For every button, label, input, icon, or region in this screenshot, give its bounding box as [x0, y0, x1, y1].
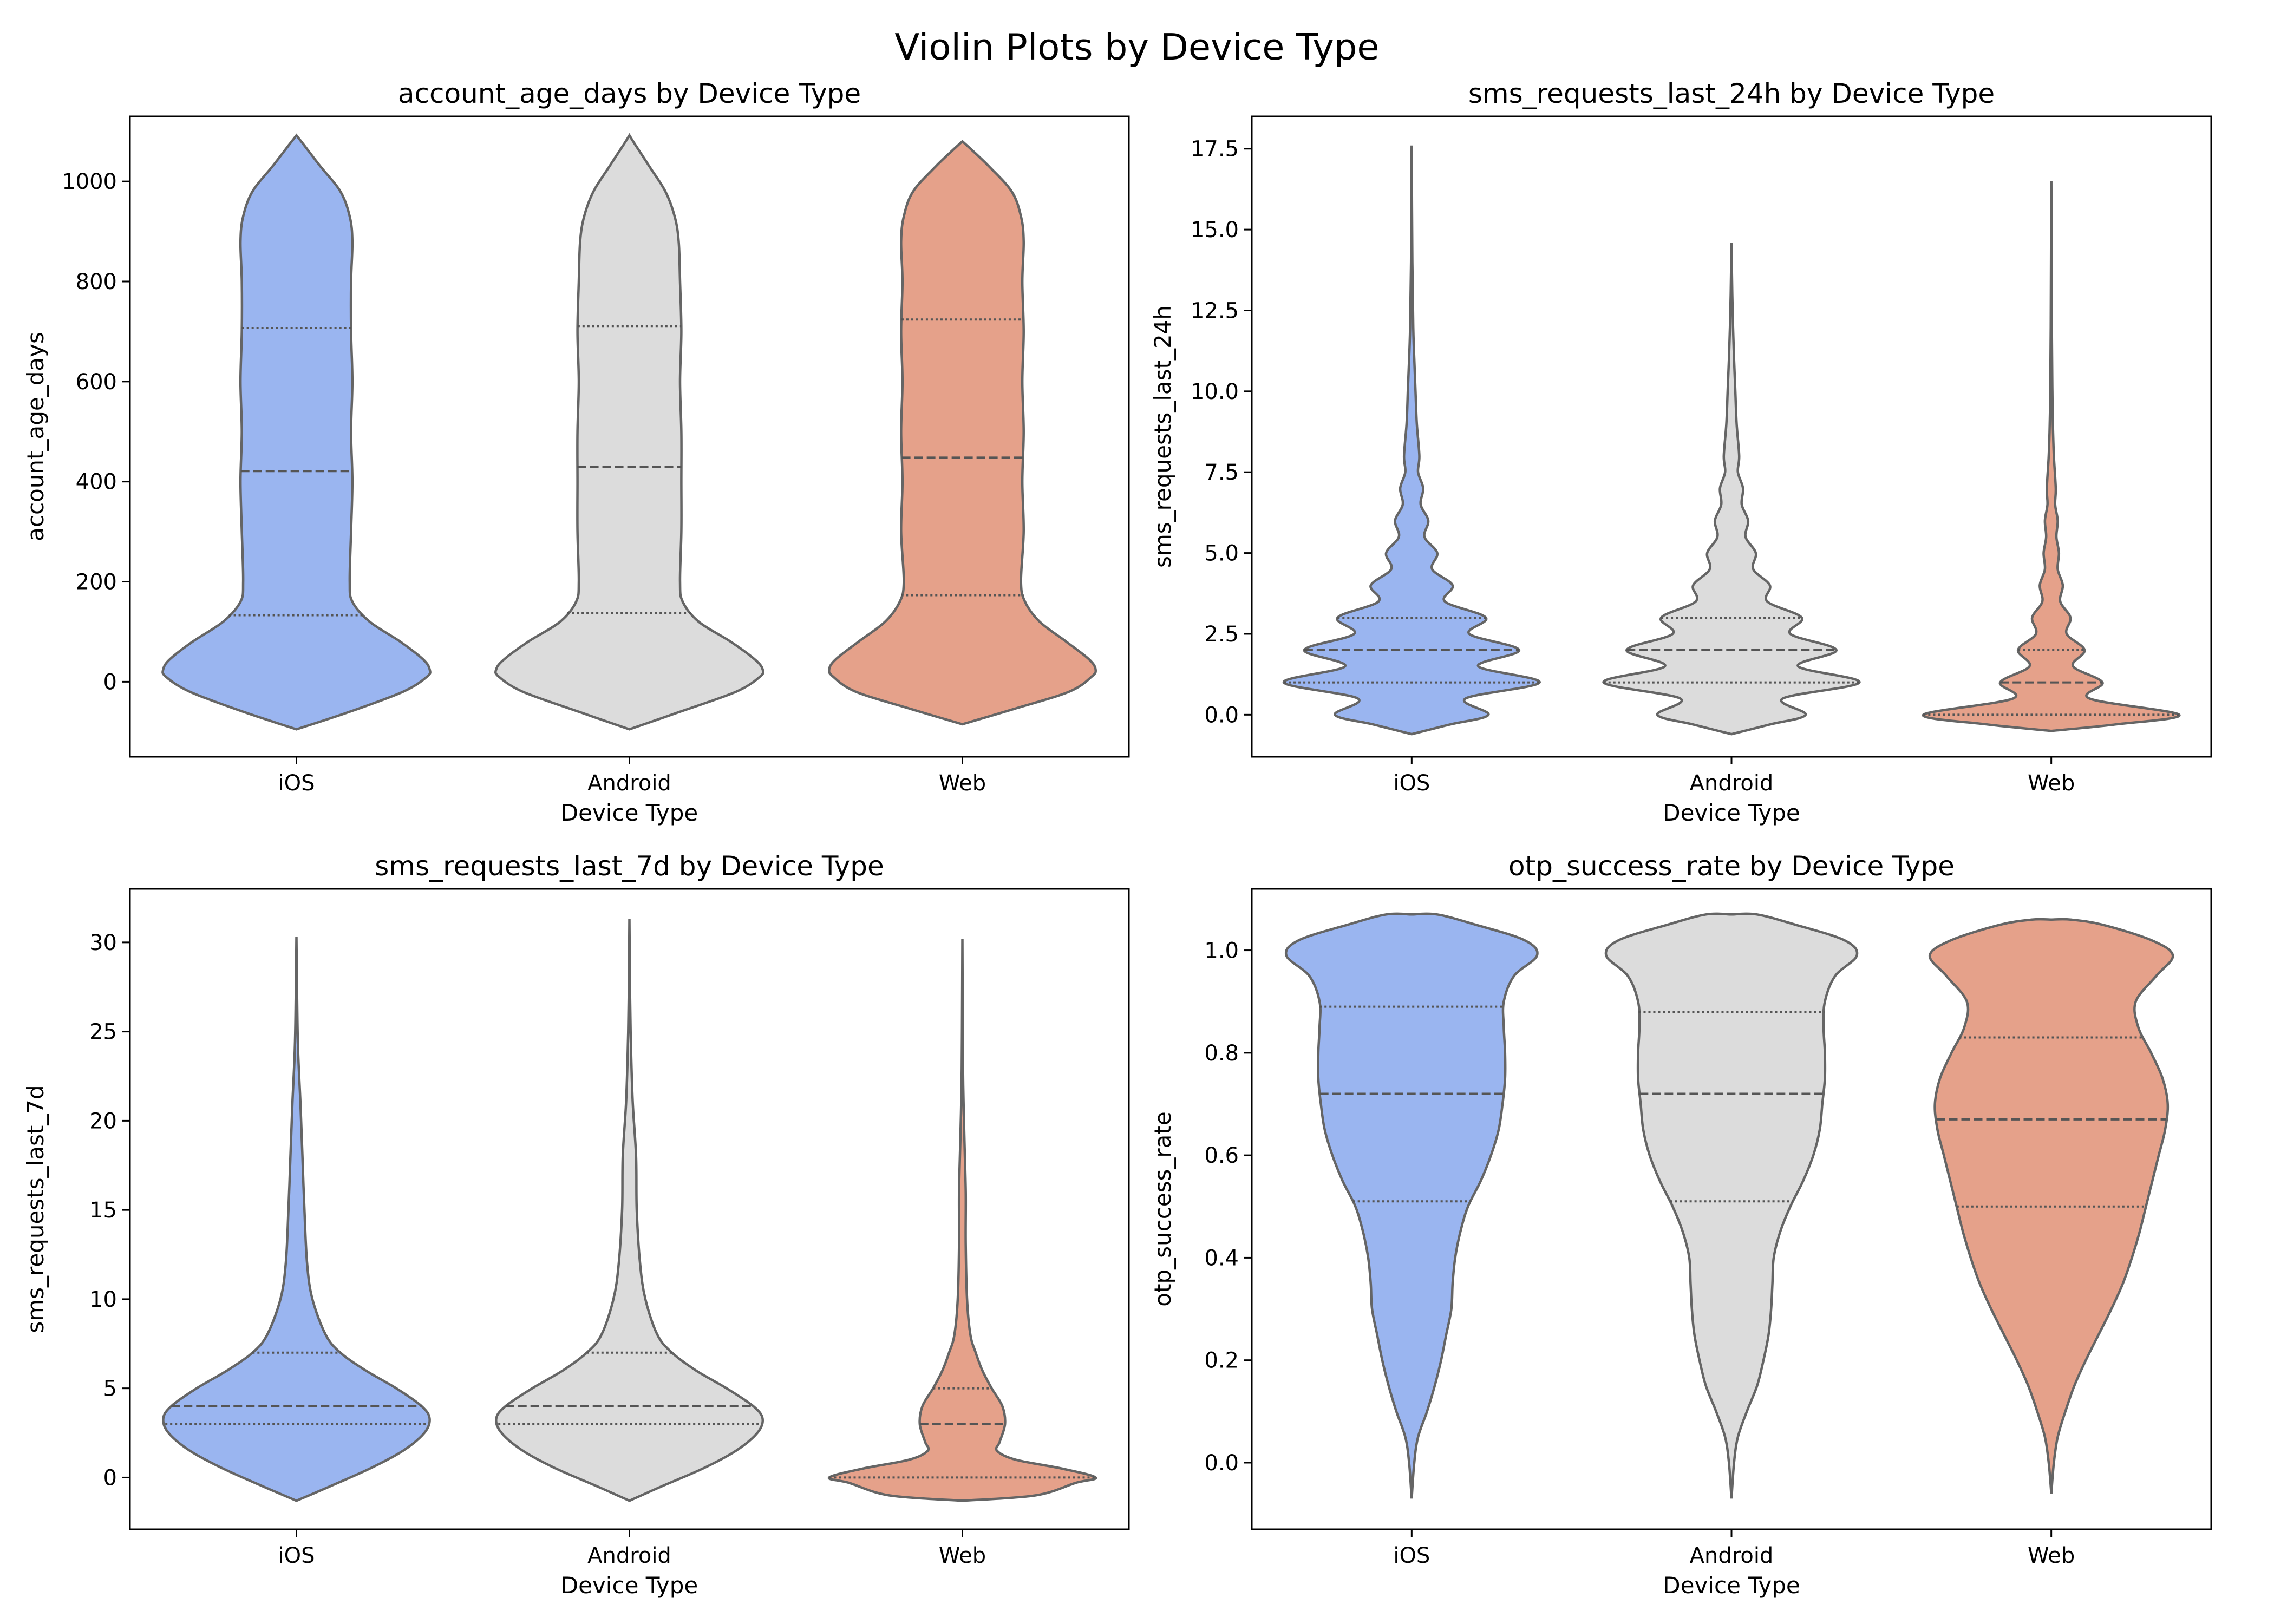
chart-panel: sms_requests_last_24h by Device Type 0.0 2… — [1149, 78, 2212, 826]
y-tick-label: 20 — [89, 1109, 117, 1134]
y-tick-label: 0.8 — [1204, 1041, 1239, 1066]
x-tick-label: iOS — [278, 1543, 315, 1568]
x-tick-label: Android — [587, 1543, 671, 1568]
violin-android — [1604, 912, 1859, 1499]
x-tick-label: Web — [939, 1543, 986, 1568]
y-tick-label: 0 — [103, 1465, 117, 1490]
y-tick-label: 0.2 — [1204, 1348, 1239, 1373]
y-tick-label: 30 — [89, 931, 117, 955]
y-axis-label: account_age_days — [22, 332, 49, 541]
x-tick-label: iOS — [1393, 1543, 1430, 1568]
y-tick-label: 0.0 — [1204, 1451, 1239, 1476]
y-tick-label: 1.0 — [1204, 939, 1239, 964]
x-axis-label: Device Type — [1663, 800, 1800, 826]
violin-ios — [1282, 145, 1541, 736]
y-tick-label: 15 — [89, 1198, 117, 1223]
y-tick-label: 12.5 — [1191, 298, 1239, 323]
x-axis-label: Device Type — [1663, 1572, 1800, 1599]
chart-panel: otp_success_rate by Device Type 0.0 0.2 0.4… — [1149, 850, 2212, 1599]
y-tick-label: 5.0 — [1204, 541, 1239, 566]
y-axis-label: sms_requests_last_7d — [22, 1085, 49, 1333]
x-tick-label: Android — [1690, 1543, 1774, 1568]
y-tick-label: 200 — [76, 570, 117, 595]
y-axis-label: sms_requests_last_24h — [1149, 305, 1176, 568]
y-tick-label: 10 — [89, 1287, 117, 1312]
x-axis-label: Device Type — [561, 1572, 698, 1599]
violin-android — [1602, 242, 1861, 736]
y-tick-label: 400 — [76, 470, 117, 495]
x-tick-label: iOS — [1393, 771, 1430, 796]
panel-title: account_age_days by Device Type — [398, 78, 861, 109]
x-tick-label: Web — [2028, 771, 2075, 796]
violin-ios — [1284, 912, 1539, 1499]
x-tick-label: iOS — [278, 771, 315, 796]
violin-web — [827, 140, 1097, 726]
y-axis-label: otp_success_rate — [1149, 1111, 1176, 1306]
y-tick-label: 600 — [76, 370, 117, 395]
violin-ios — [162, 937, 431, 1502]
x-tick-label: Web — [2028, 1543, 2075, 1568]
y-tick-label: 15.0 — [1191, 218, 1239, 243]
y-tick-label: 10.0 — [1191, 379, 1239, 404]
x-axis-label: Device Type — [561, 800, 698, 826]
y-tick-label: 5 — [103, 1377, 117, 1402]
panel-title: sms_requests_last_24h by Device Type — [1468, 78, 1995, 109]
y-tick-label: 0.4 — [1204, 1246, 1239, 1271]
x-tick-label: Web — [939, 771, 986, 796]
chart-panel: sms_requests_last_7d by Device Type 0 5 10 1… — [22, 850, 1130, 1599]
violin-web — [1922, 181, 2181, 732]
x-tick-label: Android — [587, 771, 671, 796]
y-tick-label: 7.5 — [1204, 460, 1239, 485]
y-tick-label: 1000 — [62, 169, 117, 194]
violin-android — [494, 919, 764, 1502]
y-tick-label: 17.5 — [1191, 137, 1239, 162]
panel-title: sms_requests_last_7d by Device Type — [375, 850, 884, 882]
violin-ios — [161, 133, 432, 731]
x-tick-label: Android — [1690, 771, 1774, 796]
y-tick-label: 25 — [89, 1020, 117, 1045]
y-tick-label: 2.5 — [1204, 622, 1239, 647]
y-tick-label: 0.6 — [1204, 1143, 1239, 1168]
figure-title: Violin Plots by Device Type — [894, 26, 1379, 68]
y-tick-label: 0.0 — [1204, 703, 1239, 728]
violin-android — [494, 133, 765, 731]
chart-panel: account_age_days by Device Type 0 200 400 60… — [22, 78, 1130, 826]
violin-web — [827, 939, 1097, 1502]
y-tick-label: 800 — [76, 270, 117, 294]
chart-panels: account_age_days by Device Type020040060… — [22, 78, 2212, 1599]
panel-title: otp_success_rate by Device Type — [1508, 850, 1955, 882]
y-tick-label: 0 — [103, 670, 117, 695]
